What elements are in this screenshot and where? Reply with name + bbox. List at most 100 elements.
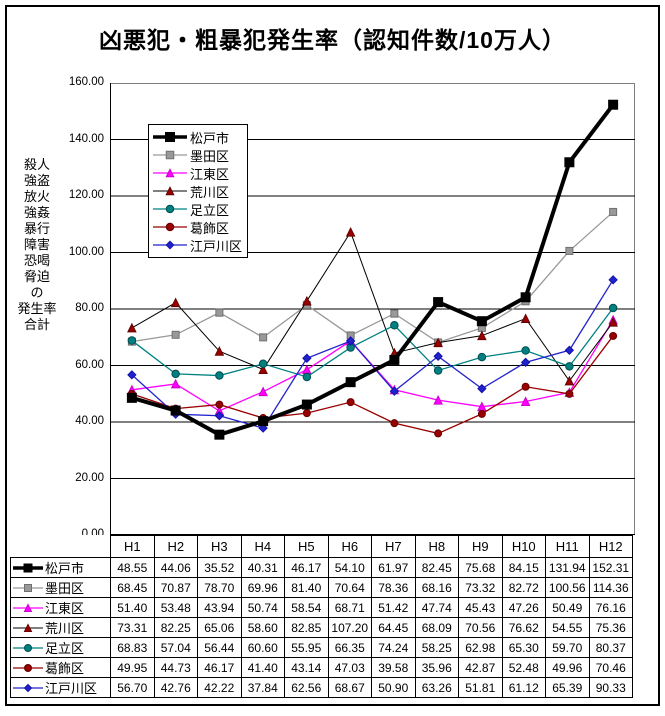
table-cell: 68.71	[327, 597, 372, 618]
table-cell: 39.58	[371, 657, 416, 678]
data-point-katsushika	[215, 400, 224, 409]
row-label-katsushika: 葛飾区	[10, 657, 111, 678]
table-cell: 46.17	[197, 657, 242, 678]
legend-item-label: 葛飾区	[190, 220, 230, 236]
row-label-text: 足立区	[45, 641, 85, 656]
table-cell: 152.31	[588, 557, 633, 578]
data-point-katsushika	[302, 409, 311, 418]
key-marker	[165, 222, 175, 232]
data-point-matsudo	[433, 297, 444, 308]
table-header-row: H1 H2 H3 H4 H5 H6 H7 H8 H9 H10 H11 H12	[10, 535, 633, 558]
legend-item-katsushika: 葛飾区	[153, 218, 242, 236]
key-marker	[24, 583, 32, 592]
row-label-text: 江戸川区	[45, 681, 98, 696]
table-cell: 78.36	[371, 577, 416, 598]
data-point-arakawa	[564, 375, 575, 386]
key-marker	[165, 132, 175, 142]
data-point-koto	[258, 386, 268, 397]
table-header-cell: H2	[153, 535, 198, 558]
legend-key-katsushika-icon	[153, 222, 187, 232]
table-cell: 61.12	[501, 677, 546, 698]
data-point-sumida	[215, 308, 224, 317]
data-point-sumida	[259, 333, 268, 342]
table-cell: 84.15	[501, 557, 546, 578]
legend-key-sumida-icon	[153, 150, 187, 160]
table-cell: 59.70	[545, 637, 590, 658]
table-row-koto: 江東区 51.40 53.48 43.94 50.74 58.54 68.71 51.42 47…	[10, 597, 633, 618]
legend-item-adachi: 足立区	[153, 200, 242, 218]
table-cell: 78.70	[197, 577, 242, 598]
outer-frame	[5, 5, 660, 706]
data-point-edogawa	[214, 411, 225, 421]
legend-key-arakawa-icon	[13, 622, 43, 632]
data-point-adachi	[390, 321, 399, 330]
table-cell: 76.16	[588, 597, 633, 618]
table-cell: 74.24	[371, 637, 416, 658]
table-header-cell: H11	[545, 535, 590, 558]
key-marker	[24, 643, 32, 652]
table-header-cell: H6	[327, 535, 372, 558]
series-line-adachi	[131, 307, 614, 378]
legend-key-adachi-icon	[153, 204, 187, 214]
data-point-edogawa	[302, 353, 312, 363]
table-cell: 73.31	[110, 617, 155, 638]
table-cell: 35.96	[414, 657, 459, 678]
data-point-matsudo	[608, 99, 619, 110]
table-cell: 114.36	[588, 577, 633, 598]
legend-key-edogawa-icon	[13, 683, 43, 692]
table-cell: 47.74	[414, 597, 459, 618]
table-cell: 55.95	[284, 637, 329, 658]
data-point-arakawa	[214, 346, 225, 356]
row-label-text: 葛飾区	[45, 661, 85, 676]
data-point-arakawa	[170, 297, 181, 308]
table-cell: 68.45	[110, 577, 155, 598]
table-header-cell: H1	[110, 535, 155, 558]
legend-item-label: 足立区	[190, 202, 230, 218]
legend-key-koto-icon	[153, 168, 187, 178]
table-header-cell: H4	[240, 535, 285, 558]
table-cell: 70.87	[153, 577, 198, 598]
legend-key-edogawa-icon	[153, 240, 187, 250]
table-cell: 69.96	[240, 577, 285, 598]
table-cell: 47.26	[501, 597, 546, 618]
y-axis-tick-label: 40.00	[75, 415, 104, 427]
series-line-edogawa	[131, 279, 614, 429]
row-label-arakawa: 荒川区	[10, 617, 111, 638]
data-point-sumida	[390, 309, 399, 318]
y-axis-title-line: の	[30, 285, 44, 300]
table-cell: 63.26	[414, 677, 459, 698]
table-cell: 35.52	[197, 557, 242, 578]
table-cell: 51.42	[371, 597, 416, 618]
data-point-adachi	[215, 371, 224, 380]
table-cell: 54.10	[327, 557, 372, 578]
table-cell: 40.31	[240, 557, 285, 578]
data-point-adachi	[565, 362, 574, 371]
legend-key-sumida-icon	[13, 583, 43, 592]
y-axis-title-line: 殺人	[23, 157, 50, 172]
table-cell: 68.16	[414, 577, 459, 598]
table-cell: 52.48	[501, 657, 546, 678]
data-point-matsudo	[258, 416, 269, 427]
table-cell: 42.76	[153, 677, 198, 698]
series-line-arakawa	[131, 231, 614, 382]
table-cell: 51.40	[110, 597, 155, 618]
table-cell: 82.72	[501, 577, 546, 598]
data-point-arakawa	[520, 313, 531, 324]
data-point-koto	[433, 395, 443, 405]
table-row-adachi: 足立区 68.83 57.04 56.44 60.60 55.95 66.35 74.24 58…	[10, 637, 633, 658]
table-cell: 81.40	[284, 577, 329, 598]
data-point-matsudo	[564, 157, 575, 168]
legend-key-koto-icon	[13, 602, 43, 612]
table-header-cell: H5	[284, 535, 329, 558]
legend-key-matsudo-icon	[153, 132, 187, 142]
data-point-adachi	[608, 303, 618, 313]
y-axis-title-line: 発生率	[17, 301, 57, 316]
data-point-matsudo	[520, 292, 531, 303]
data-point-matsudo	[345, 377, 356, 388]
row-label-edogawa: 江戸川区	[10, 677, 111, 698]
row-label-matsudo: 松戸市	[10, 557, 111, 578]
table-cell: 64.45	[371, 617, 416, 638]
data-point-katsushika	[521, 382, 530, 391]
table-cell: 66.35	[327, 637, 372, 658]
table-cell: 54.55	[545, 617, 590, 638]
